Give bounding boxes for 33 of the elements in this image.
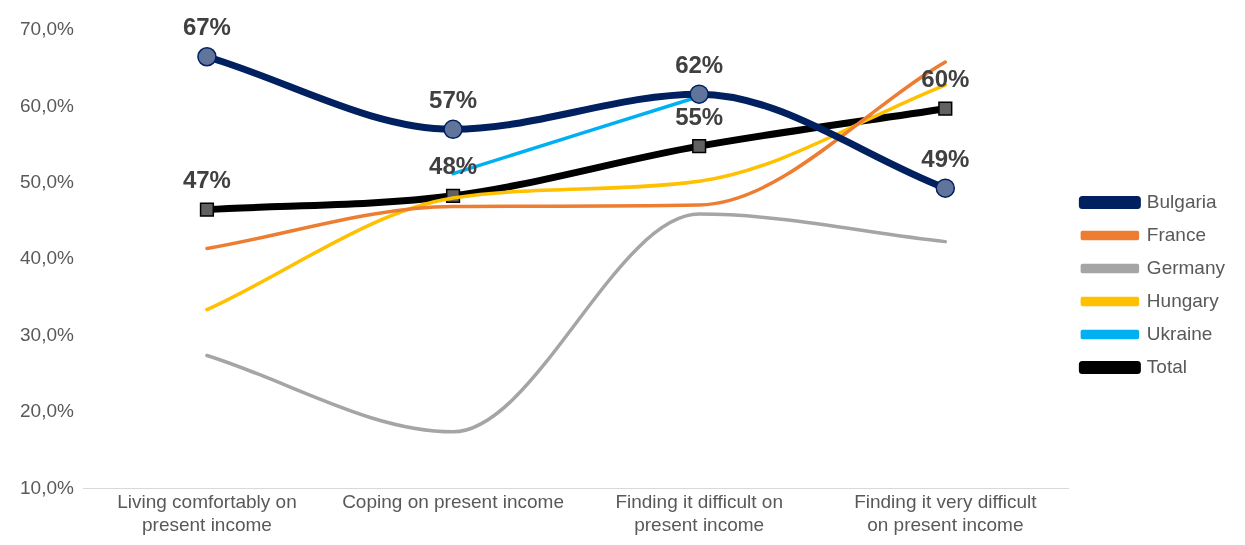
y-tick-label: 30,0% [20, 323, 74, 345]
legend-label: France [1146, 223, 1207, 245]
point [197, 46, 217, 67]
y-tick-label: 10,0% [20, 476, 74, 498]
x-tick-label: Finding it difficult on present income [615, 491, 783, 535]
y-tick-label: 70,0% [20, 18, 74, 40]
data-label: 62% [675, 50, 724, 78]
data-label: 60% [921, 65, 970, 93]
data-label: 47% [182, 166, 231, 194]
y-tick-label: 50,0% [20, 171, 74, 193]
data-label: 57% [429, 85, 478, 113]
y-tick-label: 20,0% [20, 400, 74, 422]
data-label: 49% [921, 144, 970, 172]
y-tick-label: 60,0% [20, 94, 74, 116]
line-series [205, 212, 948, 434]
point [692, 139, 707, 154]
x-tick-label: Coping on present income [342, 491, 564, 513]
point [689, 84, 709, 104]
point [199, 202, 215, 217]
point [938, 101, 953, 116]
legend-label: Germany [1146, 256, 1226, 278]
data-label: 48% [429, 152, 478, 180]
point [935, 178, 956, 198]
legend-label: Ukraine [1146, 322, 1213, 344]
x-tick-label: Finding it very difficult on present income [854, 491, 1038, 535]
y-tick-label: 40,0% [20, 247, 74, 269]
data-label: 67% [182, 13, 231, 41]
legend-label: Bulgaria [1146, 190, 1218, 212]
legend-label: Total [1146, 355, 1188, 377]
point [443, 119, 463, 140]
data-label: 55% [675, 102, 724, 130]
legend-label: Hungary [1146, 289, 1220, 311]
x-tick-label: Living comfortably on present income [117, 491, 297, 535]
